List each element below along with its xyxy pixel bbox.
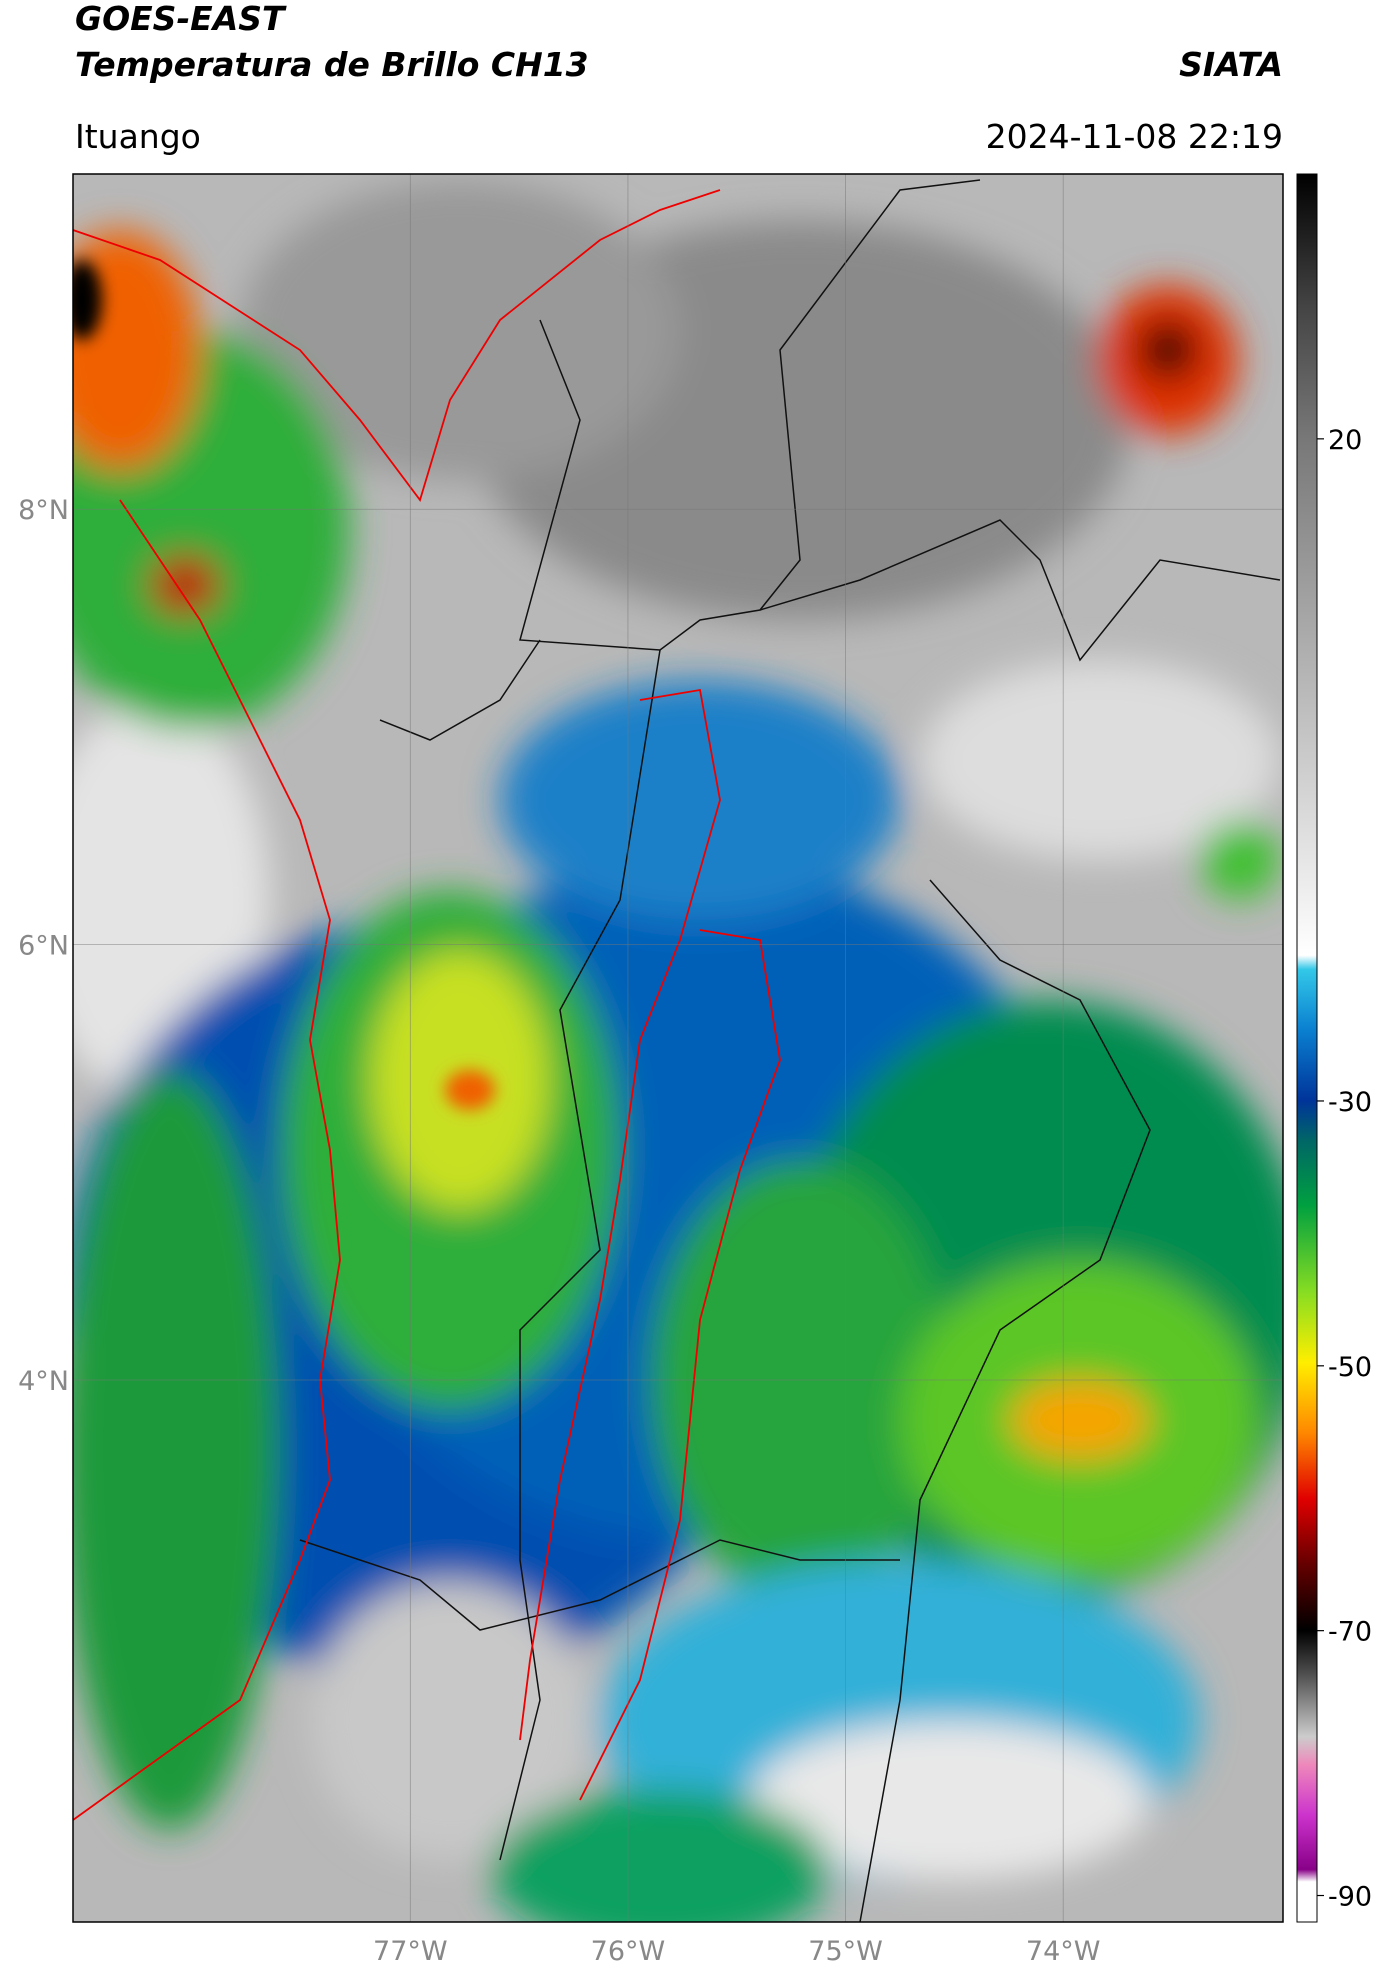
brand: SIATA — [1179, 45, 1283, 84]
subtitle: Temperatura de Brillo CH13 — [75, 45, 589, 84]
location: Ituango — [75, 117, 201, 156]
coastline — [73, 189, 781, 1821]
lon-label: 77°W — [373, 1936, 448, 1967]
satellite-image — [73, 174, 1283, 1922]
colorbar-label: -90 — [1328, 1882, 1372, 1913]
lat-label: 4°N — [18, 1366, 69, 1397]
lon-label: 76°W — [591, 1936, 666, 1967]
colorbar-label: -50 — [1328, 1352, 1372, 1383]
map-frame — [72, 173, 1284, 1923]
lat-label: 8°N — [18, 495, 69, 526]
graticule — [73, 174, 1283, 1922]
colorbar-label: 20 — [1328, 425, 1362, 456]
colorbar-label: -70 — [1328, 1617, 1372, 1648]
datetime: 2024-11-08 22:19 — [986, 117, 1283, 156]
colorbar-label: -30 — [1328, 1087, 1372, 1118]
lon-label: 75°W — [808, 1936, 883, 1967]
borders — [299, 179, 1281, 1922]
lat-label: 6°N — [18, 931, 69, 962]
title: GOES-EAST — [75, 0, 287, 38]
lon-label: 74°W — [1026, 1936, 1101, 1967]
colorbar — [1296, 173, 1318, 1923]
